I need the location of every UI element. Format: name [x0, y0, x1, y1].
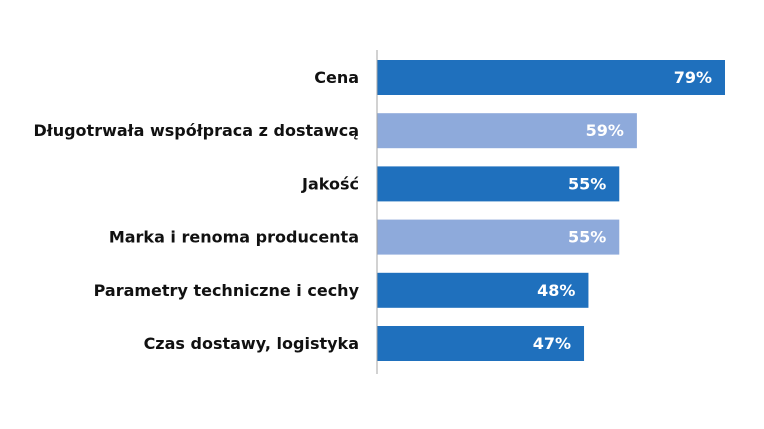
- bar-parametry-techniczne-i-cechy: [377, 272, 589, 308]
- value-label-jakosc: 55%: [568, 174, 606, 193]
- category-label-jakosc: Jakość: [301, 174, 359, 193]
- value-label-czas-dostawy-logistyka: 47%: [533, 334, 571, 353]
- bar-marka-i-renoma-producenta: [377, 219, 620, 255]
- value-label-dlugotrwala-wspolpraca-z-dostawca: 59%: [586, 121, 624, 140]
- bar-cena: [377, 60, 725, 95]
- category-label-marka-i-renoma-producenta: Marka i renoma producenta: [109, 228, 359, 247]
- category-label-parametry-techniczne-i-cechy: Parametry techniczne i cechy: [94, 281, 360, 300]
- value-label-cena: 79%: [674, 68, 712, 87]
- category-label-czas-dostawy-logistyka: Czas dostawy, logistyka: [144, 334, 359, 353]
- category-label-dlugotrwala-wspolpraca-z-dostawca: Długotrwała współpraca z dostawcą: [33, 121, 359, 140]
- value-label-marka-i-renoma-producenta: 55%: [568, 228, 606, 247]
- value-label-parametry-techniczne-i-cechy: 48%: [537, 281, 575, 300]
- value-labels: 79% 59% 55% 55% 48% 47%: [533, 68, 712, 353]
- bar-czas-dostawy-logistyka: [377, 326, 585, 361]
- category-label-cena: Cena: [314, 68, 359, 87]
- bars-group: [377, 60, 725, 361]
- category-labels: Cena Długotrwała współpraca z dostawcą Jak…: [33, 68, 359, 353]
- bar-dlugotrwala-wspolpraca-z-dostawca: [377, 113, 637, 149]
- bar-jakosc: [377, 166, 620, 202]
